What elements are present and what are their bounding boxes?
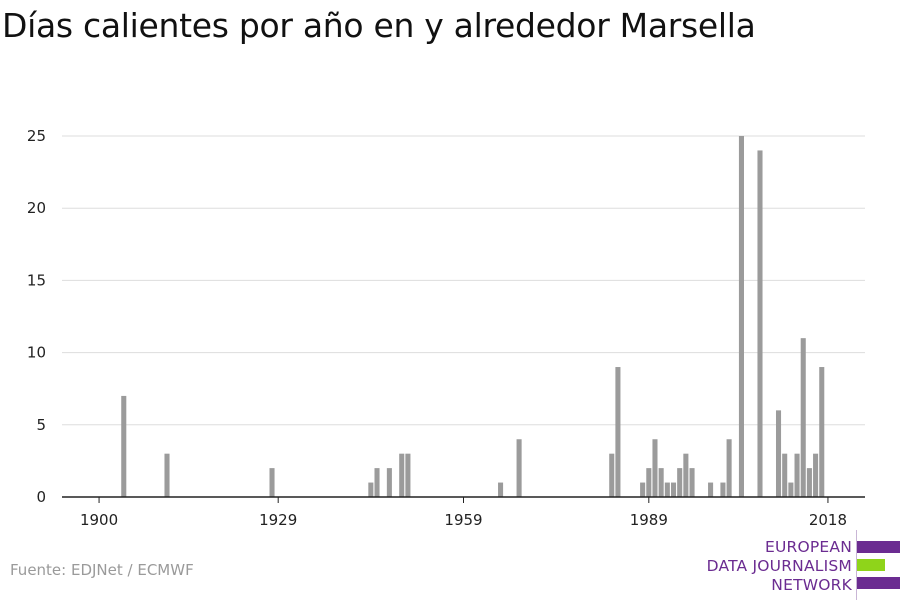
y-tick-label-5: 5 <box>36 416 46 434</box>
bar-1994 <box>677 468 683 497</box>
bar-1911 <box>164 453 170 497</box>
bar-2007 <box>757 150 763 497</box>
bar-1995 <box>683 453 689 497</box>
bar-2015 <box>806 468 812 497</box>
y-tick-label-0: 0 <box>36 488 46 506</box>
bar-1945 <box>374 468 380 497</box>
bar-1988 <box>640 482 646 497</box>
bar-2010 <box>775 410 782 497</box>
bar-2002 <box>726 439 732 497</box>
bar-2017 <box>819 367 825 497</box>
bar-1949 <box>399 453 405 497</box>
bar-2014 <box>800 338 806 497</box>
bar-2004 <box>738 136 744 497</box>
bar-1990 <box>652 439 658 497</box>
bar-1993 <box>670 482 677 497</box>
bar-2016 <box>813 453 819 497</box>
y-tick-label-20: 20 <box>27 199 46 217</box>
bar-2013 <box>794 453 800 497</box>
gridlines <box>62 135 865 426</box>
edjnet-logo[interactable]: EUROPEAN DATA JOURNALISM NETWORK <box>700 530 900 600</box>
x-axis-ticks: 1900 1929 1959 1989 2018 <box>80 497 847 529</box>
bar-1928 <box>269 468 275 497</box>
logo-divider <box>856 530 857 600</box>
bar-1983 <box>609 453 615 497</box>
y-axis-ticks: 0 5 10 15 20 25 <box>27 127 46 506</box>
bar-1947 <box>386 468 392 497</box>
bar-2011 <box>782 453 788 497</box>
logo-line-2: DATA JOURNALISM <box>706 557 852 575</box>
bar-1999 <box>708 482 714 497</box>
logo-line-1: EUROPEAN <box>764 538 852 556</box>
bar-1989 <box>646 468 652 497</box>
bar-1992 <box>664 482 670 497</box>
bar-1904 <box>121 395 127 497</box>
logo-bar-purple-bottom <box>857 577 900 589</box>
logo-bar-green <box>857 559 885 571</box>
x-tick-label-1929: 1929 <box>259 511 297 529</box>
logo-line-3: NETWORK <box>771 576 852 594</box>
y-tick-label-10: 10 <box>27 344 46 362</box>
bar-1944 <box>368 482 374 497</box>
bar-1991 <box>658 468 664 497</box>
source-note: Fuente: EDJNet / ECMWF <box>10 561 194 579</box>
bar-2001 <box>720 482 726 497</box>
bar-1996 <box>689 468 695 497</box>
x-tick-label-1959: 1959 <box>444 511 482 529</box>
bar-2012 <box>788 482 794 497</box>
chart-title: Días calientes por año en y alrededor Ma… <box>2 6 756 45</box>
y-tick-label-25: 25 <box>27 127 46 145</box>
logo-bar-purple-top <box>857 541 900 553</box>
bars <box>121 136 825 497</box>
x-tick-label-1900: 1900 <box>80 511 118 529</box>
x-tick-label-1989: 1989 <box>630 511 668 529</box>
bar-1965 <box>498 482 504 497</box>
bar-1968 <box>516 439 522 497</box>
bar-1984 <box>615 367 621 497</box>
x-tick-label-2018: 2018 <box>809 511 847 529</box>
y-tick-label-15: 15 <box>27 271 46 289</box>
bar-1950 <box>405 453 411 497</box>
